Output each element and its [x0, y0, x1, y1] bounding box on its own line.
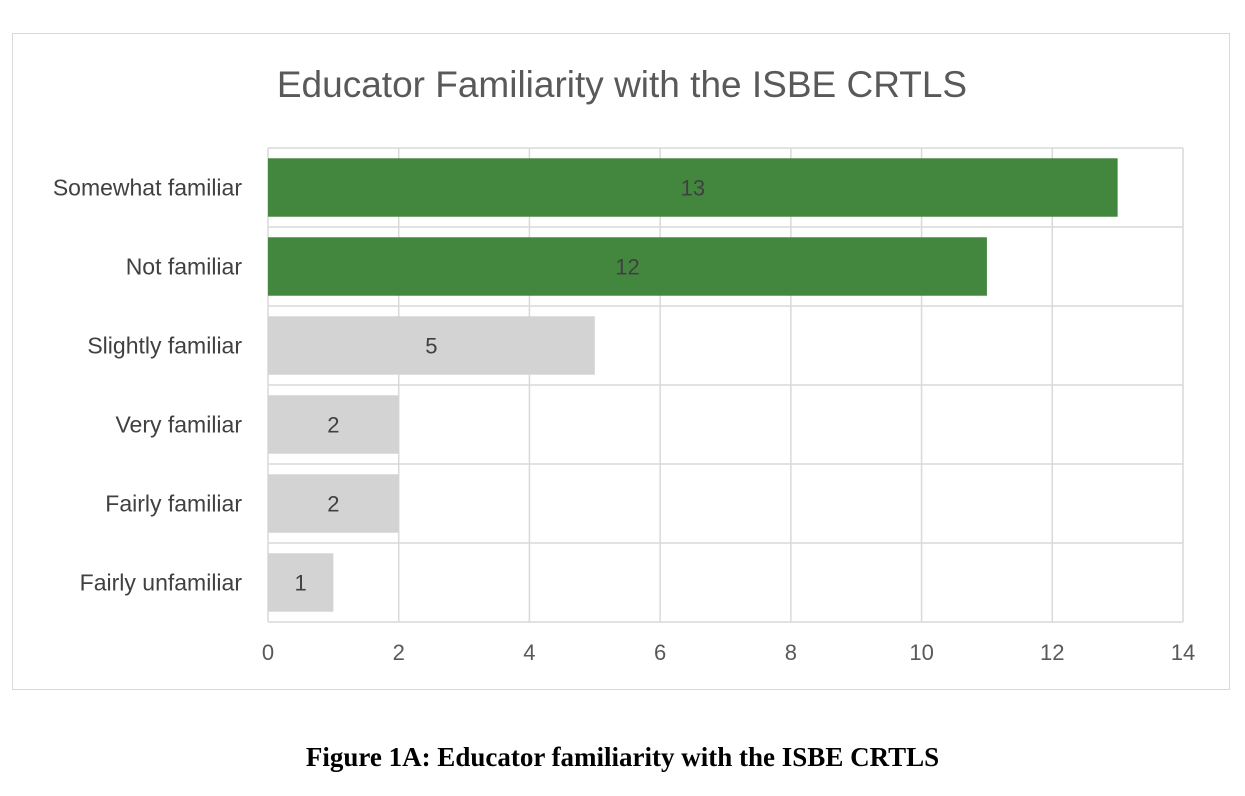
- bar: [268, 237, 987, 296]
- x-tick-label: 10: [909, 640, 933, 665]
- category-label: Not familiar: [126, 254, 243, 280]
- bar-chart: Educator Familiarity with the ISBE CRTLS…: [53, 64, 1195, 666]
- gridlines: [267, 147, 1184, 623]
- category-label: Fairly familiar: [105, 491, 242, 517]
- bar: [268, 474, 399, 533]
- category-label: Slightly familiar: [87, 333, 242, 359]
- figure-caption: Figure 1A: Educator familiarity with the…: [305, 742, 940, 772]
- bar: [268, 395, 399, 454]
- x-tick-label: 0: [262, 640, 274, 665]
- category-label: Very familiar: [115, 412, 242, 438]
- data-label: 2: [327, 492, 339, 517]
- x-tick-label: 6: [654, 640, 666, 665]
- data-label: 13: [681, 176, 705, 201]
- data-label: 12: [615, 255, 639, 280]
- x-tick-label: 14: [1171, 640, 1195, 665]
- bar: [268, 316, 595, 375]
- bars: [268, 158, 1118, 612]
- bar: [268, 553, 334, 612]
- chart-title: Educator Familiarity with the ISBE CRTLS: [277, 64, 967, 105]
- data-label: 2: [327, 413, 339, 438]
- category-label: Somewhat familiar: [53, 175, 243, 201]
- x-tick-label: 2: [393, 640, 405, 665]
- chart-frame: Educator Familiarity with the ISBE CRTLS…: [12, 33, 1230, 690]
- bar: [268, 158, 1118, 217]
- x-tick-label: 4: [523, 640, 535, 665]
- category-label: Fairly unfamiliar: [80, 570, 243, 596]
- data-label: 5: [425, 334, 437, 359]
- data-label: 1: [295, 571, 307, 596]
- x-tick-label: 12: [1040, 640, 1064, 665]
- x-tick-label: 8: [785, 640, 797, 665]
